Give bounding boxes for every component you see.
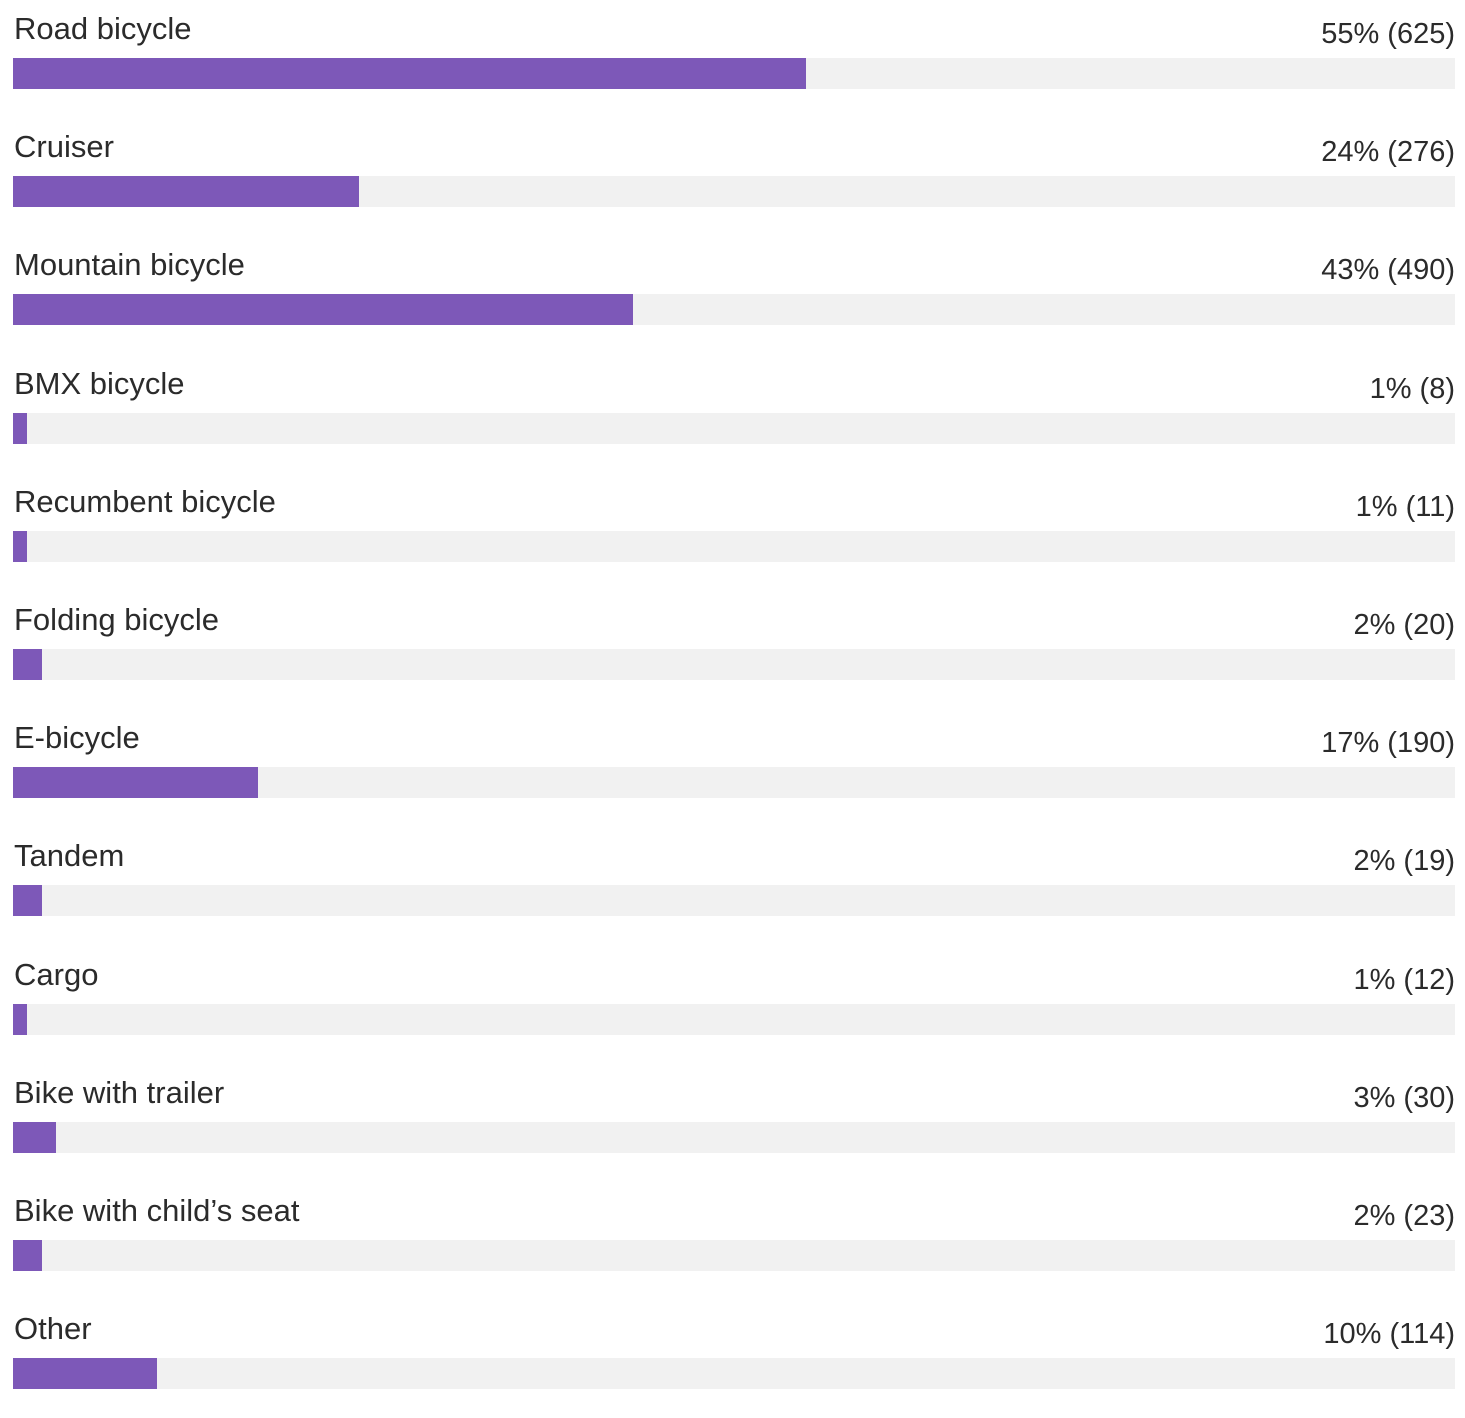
- chart-row: Bike with child’s seat 2% (23): [13, 1182, 1455, 1300]
- category-label: Recumbent bicycle: [14, 483, 276, 519]
- data-label: 3% (30): [1353, 1081, 1455, 1114]
- chart-row: Road bicycle 55% (625): [13, 0, 1455, 118]
- chart-row: E-bicycle 17% (190): [13, 709, 1455, 827]
- category-label: Cruiser: [14, 129, 114, 165]
- bar-track: [13, 885, 1455, 917]
- data-label: 10% (114): [1323, 1318, 1455, 1351]
- data-label: 2% (20): [1353, 609, 1455, 641]
- category-label: Bike with child’s seat: [14, 1193, 300, 1228]
- category-label: Cargo: [14, 956, 99, 992]
- category-label: Mountain bicycle: [14, 247, 245, 283]
- chart-row: Other 10% (114): [13, 1300, 1455, 1418]
- chart-row: Bike with trailer 3% (30): [13, 1064, 1455, 1182]
- data-label: 1% (8): [1369, 372, 1455, 405]
- bar: [13, 176, 360, 208]
- bar-track: [13, 767, 1455, 799]
- data-label: 17% (190): [1321, 727, 1455, 760]
- bar-track: [13, 1121, 1455, 1153]
- chart-row: Cruiser 24% (276): [13, 118, 1455, 236]
- bar-track: [13, 649, 1455, 680]
- chart-row: Mountain bicycle 43% (490): [13, 236, 1455, 354]
- bar-track: [13, 294, 1455, 326]
- data-label: 2% (19): [1353, 845, 1455, 878]
- bar-track: [13, 1240, 1455, 1271]
- chart-row: BMX bicycle 1% (8): [13, 355, 1455, 473]
- bar: [13, 58, 807, 89]
- data-label: 55% (625): [1321, 18, 1455, 50]
- category-label: E-bicycle: [14, 720, 140, 756]
- bar-track: [13, 530, 1455, 562]
- chart-row: Folding bicycle 2% (20): [13, 591, 1455, 709]
- chart-row: Tandem 2% (19): [13, 827, 1455, 945]
- data-label: 24% (276): [1321, 136, 1455, 169]
- bar-track: [13, 1003, 1455, 1035]
- bar: [13, 412, 28, 444]
- category-label: Other: [14, 1311, 92, 1347]
- bar-track: [13, 176, 1455, 208]
- bar: [13, 885, 42, 917]
- bar: [13, 1121, 57, 1153]
- category-label: BMX bicycle: [14, 365, 185, 401]
- bar: [13, 1003, 28, 1035]
- data-label: 1% (11): [1355, 490, 1455, 523]
- data-label: 1% (12): [1353, 963, 1455, 996]
- bar: [13, 767, 259, 799]
- category-label: Bike with trailer: [14, 1074, 225, 1110]
- category-label: Road bicycle: [14, 11, 192, 46]
- data-label: 43% (490): [1321, 254, 1455, 287]
- bar: [13, 649, 42, 680]
- data-label: 2% (23): [1353, 1200, 1455, 1232]
- category-label: Folding bicycle: [14, 602, 220, 637]
- bar: [13, 294, 634, 326]
- bar: [13, 1358, 158, 1390]
- bar-track: [13, 1358, 1455, 1390]
- bar-track: [13, 58, 1455, 89]
- bar-track: [13, 412, 1455, 444]
- bar: [13, 530, 28, 562]
- chart-row: Cargo 1% (12): [13, 946, 1455, 1064]
- category-label: Tandem: [14, 838, 125, 874]
- bar: [13, 1240, 42, 1271]
- response-bar-chart: Road bicycle 55% (625) Cruiser 24% (276) Mou…: [13, 0, 1455, 1390]
- chart-row: Recumbent bicycle 1% (11): [13, 473, 1455, 591]
